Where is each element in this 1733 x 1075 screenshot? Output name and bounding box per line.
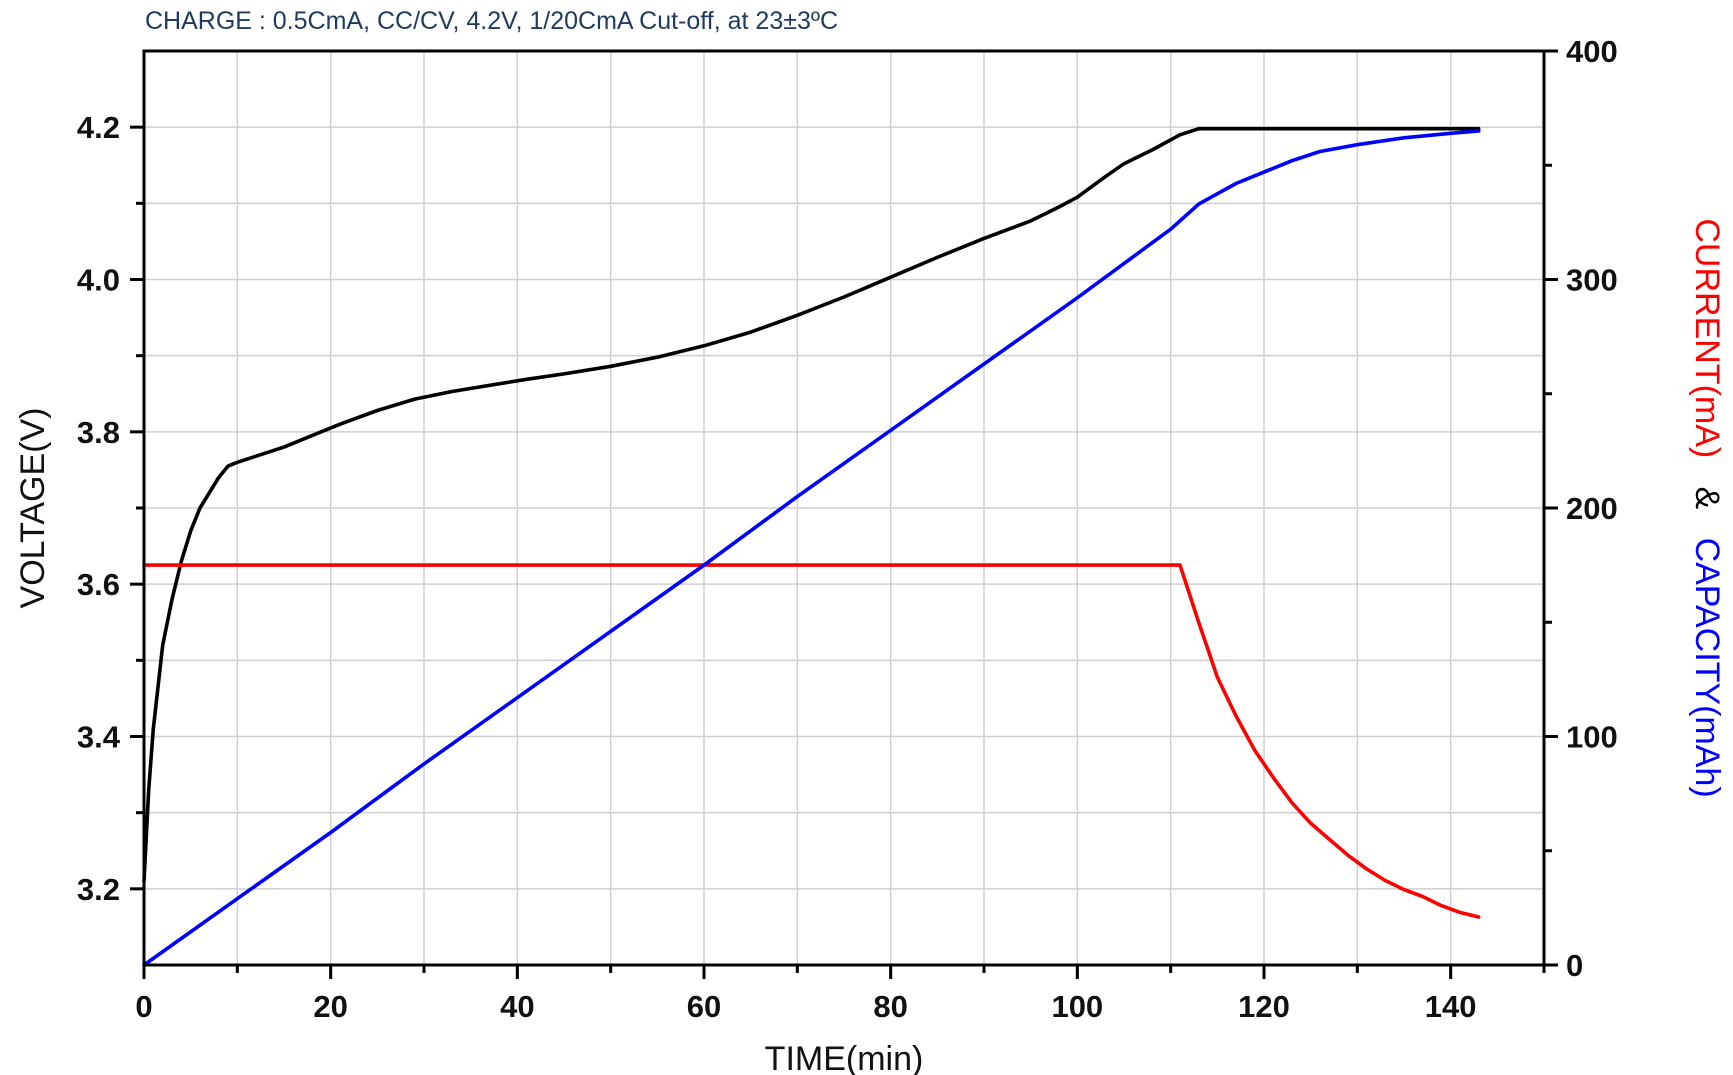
axis-ticks xyxy=(130,49,1558,979)
x-tick-label: 100 xyxy=(1051,989,1103,1024)
x-tick-label: 120 xyxy=(1238,989,1290,1024)
x-tick-label: 60 xyxy=(687,989,721,1024)
capacity-series-line xyxy=(142,129,1481,967)
x-tick-label: 80 xyxy=(873,989,907,1024)
y-right-tick-label: 100 xyxy=(1566,720,1618,755)
current-series-line xyxy=(142,563,1481,919)
series-layer xyxy=(142,126,1481,967)
x-tick-label: 20 xyxy=(313,989,347,1024)
y-left-tick-label: 3.8 xyxy=(77,415,120,450)
right-title-capacity: CAPACITY(mAh) xyxy=(1688,509,1726,797)
x-tick-label: 40 xyxy=(500,989,534,1024)
x-tick-label: 140 xyxy=(1425,989,1477,1024)
y-left-tick-label: 3.6 xyxy=(77,567,120,602)
y-right-tick-label: 0 xyxy=(1566,948,1583,983)
y-left-tick-label: 3.2 xyxy=(77,872,120,907)
y-left-tick-label: 4.2 xyxy=(77,110,120,145)
y-right-tick-label: 200 xyxy=(1566,491,1618,526)
tick-labels: 0 20 40 60 80 100 120 140 3.2 3.4 3.6 3.8 4.0 4.2 0 100… xyxy=(77,34,1618,1024)
chart-subtitle: CHARGE : 0.5CmA, CC/CV, 4.2V, 1/20CmA Cu… xyxy=(145,7,838,35)
grid xyxy=(144,51,1544,965)
y-axis-right-title: CURRENT(mA) & CAPACITY(mAh) xyxy=(1688,218,1726,797)
y-right-tick-label: 400 xyxy=(1566,34,1618,69)
y-left-tick-label: 4.0 xyxy=(77,263,120,298)
x-tick-label: 0 xyxy=(135,989,152,1024)
right-title-ampersand: & xyxy=(1688,458,1726,509)
x-axis-title: TIME(min) xyxy=(765,1040,924,1075)
voltage-series-line xyxy=(142,126,1481,884)
y-right-tick-label: 300 xyxy=(1566,263,1618,298)
right-title-current: CURRENT(mA) xyxy=(1688,218,1726,458)
y-axis-left-title: VOLTAGE(V) xyxy=(14,408,52,609)
y-left-tick-label: 3.4 xyxy=(77,720,121,755)
